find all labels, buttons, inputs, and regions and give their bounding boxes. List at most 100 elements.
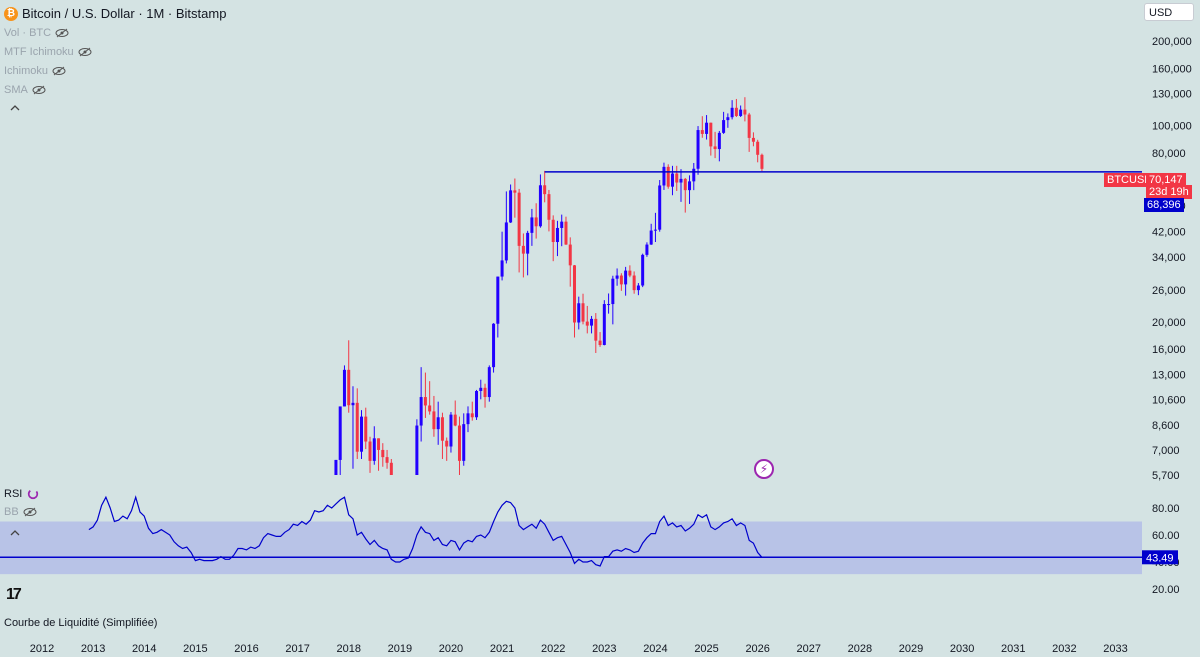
candle (534, 203, 538, 239)
loading-icon (28, 488, 39, 500)
candle (381, 443, 385, 467)
candle-body (743, 109, 747, 115)
time-axis-label: 2019 (388, 643, 412, 655)
candle (713, 131, 717, 159)
candles[interactable] (334, 97, 764, 475)
candle (585, 305, 589, 334)
candle (636, 283, 640, 296)
candle-body (347, 369, 351, 406)
candle-body (662, 166, 666, 186)
candle-body (709, 122, 713, 147)
indicator-label: Vol · BTC (4, 26, 52, 39)
candle (364, 407, 368, 450)
currency-select[interactable]: USD (1144, 3, 1194, 21)
bb-label: BB (4, 506, 19, 518)
candle-body (419, 397, 423, 426)
candle-body (517, 192, 521, 246)
candle-body (696, 130, 700, 169)
time-axis-label: 2028 (848, 643, 872, 655)
rsi-line: 43.49 (0, 495, 1178, 567)
candle-body (479, 387, 483, 391)
candle (709, 122, 713, 156)
candle (696, 126, 700, 175)
candle-body (751, 137, 755, 142)
indicator-row[interactable]: MTF Ichimoku (4, 42, 226, 61)
candle (423, 372, 427, 418)
candle (692, 162, 696, 191)
candle (649, 223, 653, 245)
candle (479, 379, 483, 400)
candle (717, 130, 721, 162)
bb-legend-row[interactable]: BB (4, 503, 39, 521)
candle (598, 332, 602, 347)
candle (658, 180, 662, 232)
last-price-tag: 70,147 (1146, 173, 1186, 187)
price-axis-label: 42,000 (1152, 226, 1186, 238)
time-axis-label: 2030 (950, 643, 974, 655)
price-axis-label: 80,000 (1152, 148, 1186, 160)
candle-body (377, 438, 381, 450)
candle (551, 215, 555, 262)
candle-body (509, 190, 513, 223)
price-axis-label: 26,000 (1152, 285, 1186, 297)
candle-body (683, 178, 687, 191)
candle (530, 208, 534, 246)
rsi-legend-row[interactable]: RSI (4, 485, 39, 503)
price-axis-label: 13,000 (1152, 369, 1186, 381)
eye-hidden-icon[interactable] (52, 66, 66, 76)
candle (445, 437, 449, 461)
indicator-row[interactable]: Ichimoku (4, 61, 226, 80)
candle-body (462, 424, 466, 461)
candle-body (483, 387, 487, 398)
candle (573, 264, 576, 338)
candle (453, 400, 457, 427)
candle-body (342, 369, 346, 407)
symbol-title: Bitcoin / U.S. Dollar · 1M · Bitstamp (22, 6, 227, 21)
candle-body (338, 406, 342, 460)
eye-hidden-icon[interactable] (78, 47, 92, 57)
candle-body (653, 229, 657, 231)
time-axis-label: 2032 (1052, 643, 1076, 655)
candle (457, 416, 461, 475)
candle (555, 220, 559, 257)
candle-body (726, 117, 730, 121)
eye-hidden-icon[interactable] (55, 28, 69, 38)
price-axis-label: 100,000 (1152, 121, 1192, 133)
candle-body (360, 416, 363, 452)
eye-hidden-icon[interactable] (32, 85, 46, 95)
tradingview-logo[interactable]: 17 (6, 586, 22, 603)
candle-body (598, 340, 602, 345)
candle-body (632, 275, 636, 291)
bitcoin-logo-icon: ₿ (4, 6, 18, 21)
candle (509, 184, 513, 223)
candle (470, 401, 474, 421)
countdown-tag: 23d 19h (1146, 185, 1192, 199)
indicator-row[interactable]: Vol · BTC (4, 23, 226, 42)
candle (466, 406, 470, 433)
candle-body (747, 114, 751, 138)
collapse-legend-button[interactable] (6, 100, 24, 116)
chevron-up-icon (10, 105, 20, 111)
eye-hidden-icon[interactable] (23, 507, 37, 517)
indicator-label: MTF Ichimoku (4, 45, 74, 58)
candle (538, 174, 542, 228)
lightning-assist-icon[interactable]: ⚡ (754, 459, 774, 479)
candle-body (496, 276, 500, 324)
candle (662, 162, 666, 190)
candle (513, 178, 517, 218)
candle-body (734, 107, 738, 116)
indicator-row[interactable]: SMA (4, 80, 226, 99)
candle (653, 212, 657, 243)
candle (475, 389, 479, 420)
candle (521, 233, 525, 278)
candle (683, 177, 687, 213)
candle (372, 426, 376, 465)
candle-body (649, 230, 653, 245)
rsi-series-line (88, 495, 763, 567)
candle-body (607, 304, 611, 306)
collapse-rsi-button[interactable] (6, 525, 24, 541)
candle-body (717, 132, 721, 150)
candle-body (428, 405, 432, 412)
symbol-title-row[interactable]: ₿ Bitcoin / U.S. Dollar · 1M · Bitstamp (4, 4, 226, 23)
